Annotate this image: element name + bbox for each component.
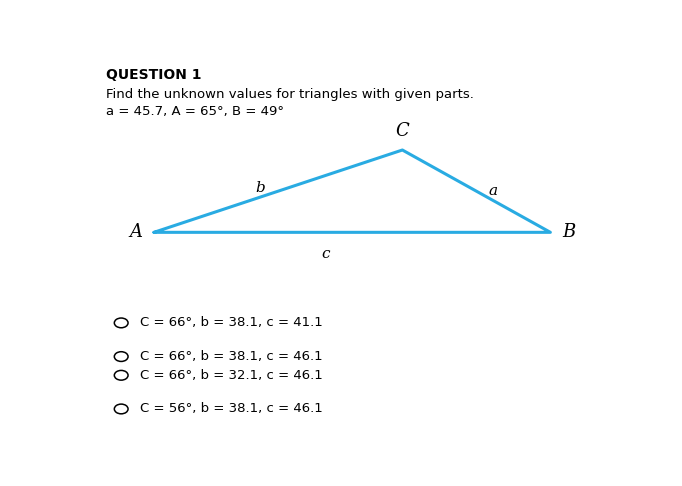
Text: Find the unknown values for triangles with given parts.: Find the unknown values for triangles wi…: [106, 88, 474, 101]
Text: a: a: [488, 184, 497, 198]
Text: C: C: [396, 122, 409, 139]
Text: C = 66°, b = 38.1, c = 46.1: C = 66°, b = 38.1, c = 46.1: [140, 350, 323, 363]
Text: C = 66°, b = 32.1, c = 46.1: C = 66°, b = 32.1, c = 46.1: [140, 369, 323, 382]
Text: b: b: [255, 181, 265, 195]
Text: B: B: [562, 224, 575, 242]
Text: C = 56°, b = 38.1, c = 46.1: C = 56°, b = 38.1, c = 46.1: [140, 402, 323, 416]
Text: c: c: [321, 246, 330, 260]
Text: C = 66°, b = 38.1, c = 41.1: C = 66°, b = 38.1, c = 41.1: [140, 316, 323, 330]
Text: a = 45.7, A = 65°, B = 49°: a = 45.7, A = 65°, B = 49°: [106, 105, 284, 118]
Text: A: A: [130, 224, 143, 242]
Text: QUESTION 1: QUESTION 1: [106, 68, 202, 82]
